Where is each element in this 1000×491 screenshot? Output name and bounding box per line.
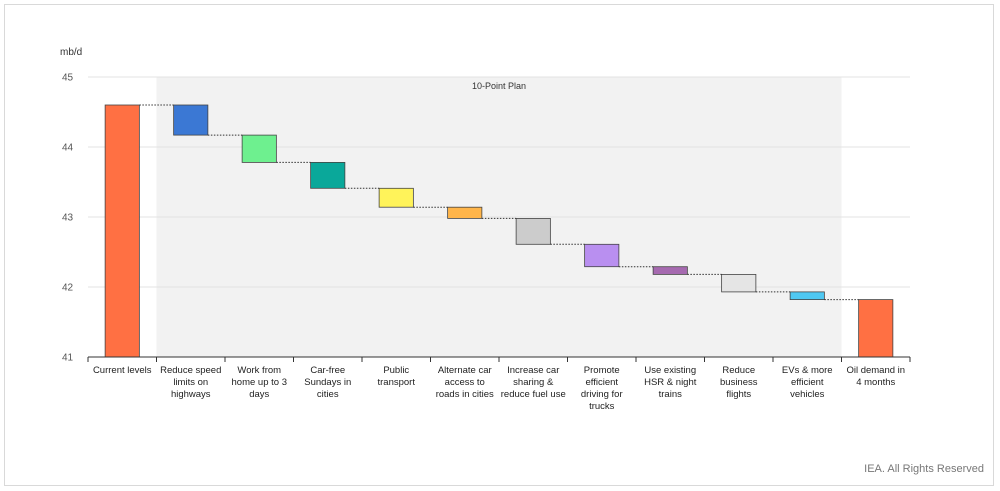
x-category-label: Oil demand in 4 months [846,365,905,388]
bar [584,243,620,268]
x-axis [87,356,911,362]
x-category-labels: Current levels Reduce speed limits on highw… [93,365,905,412]
x-category-label: Increase car sharing & reduce fuel use [501,365,566,400]
bar [241,134,277,163]
bar [858,299,894,358]
bar [104,104,140,358]
gridlines [88,76,910,358]
y-tick-label: 41 [62,353,74,364]
y-tick-label: 43 [62,213,74,224]
x-category-label: Work from home up to 3 days [232,365,287,400]
y-tick-label: 44 [62,143,74,154]
x-category-label: Reduce business flights [720,365,758,400]
bar [652,266,688,275]
x-category-label: Promote efficient driving for trucks [581,365,623,412]
x-category-label: EVs & more efficient vehicles [782,365,833,400]
bar [378,187,414,208]
bar [173,104,209,136]
x-category-label: Use existing HSR & night trains [644,365,697,400]
band-label: 10-Point Plan [472,81,526,91]
x-category-label: Public transport [378,365,416,388]
x-category-label: Alternate car access to roads in cities [436,365,494,400]
bar [515,217,551,245]
y-tick-label: 45 [62,73,74,84]
x-category-label: Current levels [93,365,152,376]
bar [310,161,346,189]
bars [104,104,894,358]
y-axis-label: mb/d [60,47,82,58]
credit-text: IEA. All Rights Reserved [864,463,984,475]
y-tick-label: 42 [62,283,74,294]
bar [789,291,825,300]
bar [447,206,483,219]
y-tick-labels: 41 42 43 44 45 [62,73,74,364]
x-category-label: Reduce speed limits on highways [160,365,221,400]
x-category-label: Car-free Sundays in cities [304,365,351,400]
bar [721,273,757,293]
